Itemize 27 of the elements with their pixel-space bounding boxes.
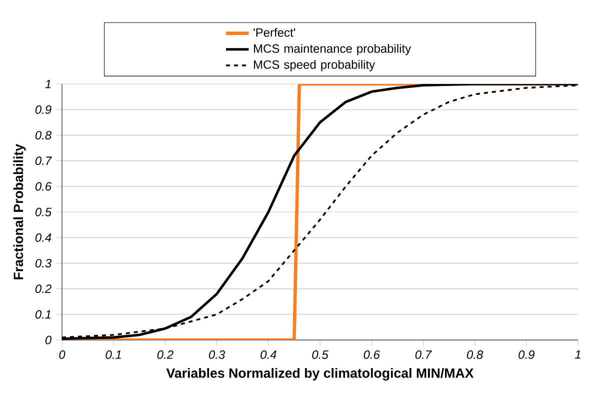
x-tick-label: 0.3 [208, 350, 226, 359]
x-tick-label: 0.5 [312, 350, 328, 359]
y-tick-label: 0 [45, 336, 52, 344]
x-tick-label: 0.1 [106, 350, 121, 359]
y-tick-label: 0.4 [35, 233, 52, 242]
x-tick-label: 0.4 [260, 350, 276, 359]
x-tick-label: 0 [59, 350, 66, 359]
x-tick-label: 0.9 [518, 350, 534, 359]
x-tick-label: 0.6 [364, 350, 380, 359]
y-tick-label: 1 [45, 80, 51, 88]
legend-label: MCS maintenance probability [254, 44, 412, 56]
legend-label: 'Perfect' [254, 28, 296, 37]
x-axis-title: Variables Normalized by climatological MIN/MAX [166, 368, 474, 381]
y-tick-label: 0.5 [35, 208, 52, 216]
y-tick-label: 0.1 [35, 310, 51, 319]
x-tick-label: 0.8 [466, 350, 484, 359]
legend-label: MCS speed probability [254, 60, 376, 72]
x-tick-label: 0.2 [157, 350, 174, 359]
x-tick-label: 1 [574, 350, 580, 359]
y-tick-label: 0.9 [35, 105, 52, 114]
y-tick-label: 0.8 [35, 130, 52, 140]
y-axis-title: Fractional Probability [13, 144, 26, 280]
y-tick-label: 0.7 [35, 156, 52, 166]
y-tick-label: 0.3 [35, 258, 52, 268]
y-tick-label: 0.6 [35, 182, 52, 191]
x-tick-label: 0.7 [415, 350, 432, 359]
y-tick-label: 0.2 [35, 284, 52, 294]
